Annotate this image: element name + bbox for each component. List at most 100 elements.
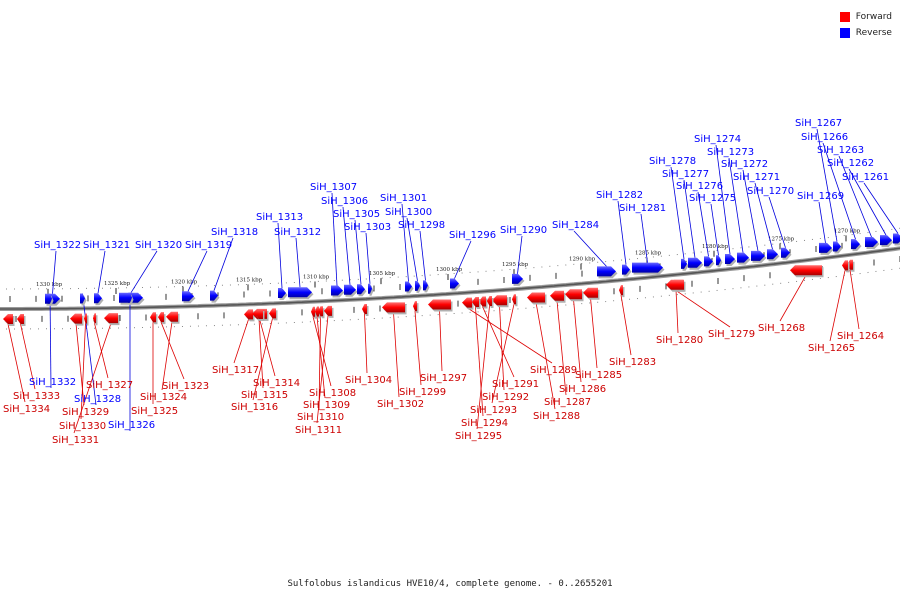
label-leader: [75, 323, 85, 406]
forward-swatch: [839, 12, 850, 22]
gene-label: SiH_1296: [449, 230, 496, 241]
gene-label: SiH_1314: [253, 378, 300, 389]
label-leader: [476, 305, 490, 430]
gene-arrow-sih-1319: [182, 291, 194, 302]
label-leader: [863, 182, 899, 234]
gene-arrow-sih-1281: [632, 262, 663, 273]
gene-arrow-sih-1284: [597, 266, 616, 277]
label-leader: [316, 316, 326, 399]
label-leader: [573, 299, 582, 383]
label-leader: [312, 316, 332, 387]
label-leader: [439, 309, 443, 372]
gene-arrow-sih-1291: [479, 296, 486, 307]
scale-tick-label: 1295 kbp: [502, 262, 529, 268]
label-leader: [97, 250, 106, 294]
axis-line: [0, 247, 900, 310]
gene-label: SiH_1309: [303, 400, 350, 411]
gene-arrow-sih-1300: [415, 280, 420, 291]
scale-tick-label: 1270 kbp: [834, 228, 861, 234]
gene-label: SiH_1325: [131, 406, 178, 417]
gene-label: SiH_1306: [321, 196, 368, 207]
label-leader: [277, 222, 283, 289]
gene-arrow-sih-1279: [666, 279, 684, 290]
label-leader: [829, 270, 846, 342]
legend-reverse-label: Reverse: [855, 28, 892, 38]
label-leader: [573, 230, 607, 267]
scale-tick-label: 1305 kbp: [369, 271, 396, 277]
gene-arrow-sih-1317: [244, 309, 253, 320]
gene-arrow-sih-1332: [48, 293, 52, 304]
gene-label: SiH_1288: [533, 411, 580, 422]
gene-arrow-sih-1266: [851, 239, 860, 250]
genome-caption: Sulfolobus islandicus HVE10/4, complete …: [287, 579, 613, 589]
gene-label: SiH_1271: [733, 172, 780, 183]
gene-arrow-sih-1272: [751, 250, 765, 261]
gene-label: SiH_1317: [212, 365, 259, 376]
gene-label: SiH_1292: [482, 392, 529, 403]
gene-label: SiH_1285: [575, 370, 622, 381]
gene-arrow-sih-1261: [893, 233, 900, 244]
scale-tick-label: 1310 kbp: [303, 275, 330, 281]
label-leader: [233, 319, 249, 364]
gene-arrow-sih-1282: [622, 264, 630, 275]
gene-label: SiH_1283: [609, 357, 656, 368]
label-leader: [670, 166, 685, 259]
gene-arrow-sih-1323: [158, 312, 164, 323]
legend-reverse: Reverse: [839, 25, 892, 41]
gene-label: SiH_1269: [797, 191, 844, 202]
gene-arrow-sih-1286: [565, 289, 582, 300]
gene-label: SiH_1316: [231, 402, 278, 413]
gene-arrow-sih-1289: [462, 297, 472, 308]
label-leader: [754, 182, 773, 250]
label-leader: [590, 297, 598, 369]
gene-label: SiH_1282: [596, 190, 643, 201]
label-leader: [414, 311, 422, 386]
gene-label: SiH_1299: [399, 387, 446, 398]
label-leader: [466, 307, 553, 364]
gene-label: SiH_1267: [795, 118, 842, 129]
gene-arrow-sih-1327: [93, 313, 96, 324]
gene-arrow-sih-1298: [423, 280, 428, 291]
gene-arrow-sih-1333: [17, 314, 24, 324]
label-leader: [742, 169, 759, 251]
label-leader: [779, 275, 807, 322]
legend-forward: Forward: [839, 9, 892, 25]
gene-arrow-sih-1271: [767, 249, 778, 260]
gene-label: SiH_1313: [256, 212, 303, 223]
label-leader: [94, 323, 109, 379]
label-leader: [556, 300, 567, 396]
gene-arrow-sih-1299: [413, 301, 417, 312]
label-leader: [818, 201, 826, 243]
gene-label: SiH_1303: [344, 222, 391, 233]
gene-label: SiH_1319: [185, 240, 232, 251]
gene-arrow-sih-1305: [357, 284, 365, 295]
gene-arrow-sih-1328: [80, 293, 85, 304]
scale-tick-label: 1315 kbp: [236, 277, 263, 283]
gene-label: SiH_1307: [310, 182, 357, 193]
gene-label: SiH_1278: [649, 156, 696, 167]
gene-label: SiH_1276: [676, 181, 723, 192]
label-leader: [849, 269, 860, 330]
gene-arrows: [3, 233, 900, 326]
gene-label: SiH_1284: [552, 220, 599, 231]
label-leader: [848, 168, 887, 236]
gene-label: SiH_1315: [241, 390, 288, 401]
scale-tick-label: 1285 kbp: [635, 251, 662, 257]
label-leader: [482, 306, 515, 378]
gene-label: SiH_1311: [295, 425, 342, 436]
label-leader: [406, 217, 418, 281]
label-leader: [213, 237, 234, 291]
label-leader: [259, 318, 276, 377]
gene-label: SiH_1321: [83, 240, 130, 251]
gene-arrow-sih-1270: [781, 247, 790, 258]
label-leader: [401, 203, 409, 282]
gene-arrow-sih-1283: [619, 285, 623, 296]
gene-arrow-sih-1290: [512, 273, 523, 284]
gene-arrow-sih-1324: [166, 311, 178, 322]
label-leader: [20, 323, 36, 390]
scale-tick-label: 1320 kbp: [171, 279, 198, 285]
gene-label: SiH_1330: [59, 421, 106, 432]
gene-label: SiH_1294: [461, 418, 508, 429]
reverse-swatch: [839, 28, 850, 38]
gene-label: SiH_1262: [827, 158, 874, 169]
